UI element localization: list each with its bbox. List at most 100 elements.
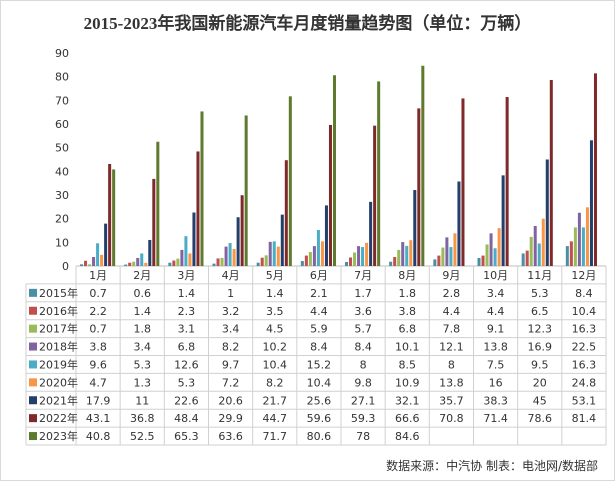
- table-cell: 6.8: [399, 323, 417, 336]
- table-cell: 43.1: [86, 412, 111, 425]
- legend-key-2017年: [29, 324, 37, 333]
- bar-2020年-12月: [585, 207, 589, 266]
- bar-2021年-8月: [413, 190, 417, 266]
- table-cell: 2.8: [443, 287, 461, 300]
- table-cell: 3.6: [354, 305, 372, 318]
- bar-2015年-6月: [300, 261, 304, 266]
- table-cell: 5.9: [310, 323, 328, 336]
- bar-2021年-10月: [501, 175, 505, 266]
- bar-2020年-6月: [320, 241, 324, 266]
- bar-2023年-5月: [288, 96, 292, 266]
- bar-2022年-9月: [461, 98, 465, 266]
- table-cell: 7.5: [487, 359, 505, 372]
- table-cell: 16.9: [528, 341, 553, 354]
- bar-2015年-2月: [124, 264, 128, 266]
- table-cell: 1: [227, 287, 234, 300]
- bar-2021年-2月: [148, 239, 152, 266]
- table-cell: 8.2: [266, 376, 284, 389]
- bar-2017年-5月: [264, 255, 268, 266]
- bar-2015年-3月: [168, 262, 172, 266]
- bar-2017年-12月: [573, 227, 577, 266]
- table-cell: 20: [533, 376, 547, 389]
- x-tick-label: 1月: [89, 269, 107, 282]
- bar-2017年-8月: [397, 249, 401, 266]
- table-cell: 1.4: [266, 287, 284, 300]
- bar-2016年-2月: [128, 262, 132, 266]
- legend-label: 2020年: [39, 375, 78, 389]
- bar-2021年-1月: [104, 223, 108, 266]
- table-cell: 44.7: [263, 412, 288, 425]
- bar-2015年-4月: [212, 263, 216, 266]
- bar-2021年-5月: [280, 214, 284, 266]
- bar-2017年-4月: [220, 257, 224, 266]
- bar-2018年-2月: [136, 257, 140, 266]
- table-cell: 27.1: [351, 394, 376, 407]
- x-tick-label: 3月: [177, 269, 195, 282]
- bar-2018年-5月: [268, 241, 272, 266]
- y-tick-label: 50: [55, 142, 69, 155]
- bar-2022年-8月: [417, 108, 421, 266]
- table-cell: 29.9: [218, 412, 243, 425]
- legend-key-2021年: [29, 396, 37, 405]
- bar-2018年-3月: [180, 249, 184, 266]
- table-cell: 38.3: [483, 394, 508, 407]
- bar-2019年-8月: [405, 245, 409, 266]
- bar-2019年-3月: [184, 236, 188, 266]
- legend-key-2016年: [29, 306, 37, 315]
- table-cell: 9.8: [354, 376, 372, 389]
- table-cell: 17.9: [86, 394, 111, 407]
- table-cell: 16: [489, 376, 503, 389]
- bar-2015年-1月: [80, 264, 84, 266]
- table-cell: 3.4: [487, 287, 505, 300]
- legend-label: 2016年: [39, 304, 78, 318]
- bar-2021年-9月: [457, 181, 461, 266]
- bar-2016年-7月: [349, 257, 353, 266]
- bar-2019年-12月: [581, 227, 585, 266]
- y-tick-label: 30: [55, 189, 69, 202]
- bar-2018年-9月: [445, 237, 449, 266]
- table-cell: 80.6: [307, 430, 332, 443]
- y-tick-label: 70: [55, 94, 69, 107]
- bar-2019年-5月: [272, 241, 276, 266]
- bar-2017年-3月: [176, 258, 180, 266]
- table-cell: 4.4: [310, 305, 328, 318]
- bar-2016年-8月: [393, 257, 397, 266]
- bar-2017年-1月: [88, 264, 92, 266]
- bar-2015年-10月: [477, 257, 481, 266]
- table-cell: 10.4: [572, 305, 597, 318]
- bar-2022年-1月: [108, 163, 112, 266]
- bar-2018年-12月: [577, 212, 581, 266]
- x-tick-label: 2月: [133, 269, 151, 282]
- table-cell: 4.4: [487, 305, 505, 318]
- table-cell: 12.6: [174, 359, 199, 372]
- bar-2016年-5月: [260, 257, 264, 266]
- table-cell: 9.5: [531, 359, 549, 372]
- table-cell: 81.4: [572, 412, 597, 425]
- bar-2019年-9月: [449, 247, 453, 266]
- table-cell: 12.1: [439, 341, 464, 354]
- bar-2018年-8月: [401, 242, 405, 266]
- bar-2020年-5月: [276, 246, 280, 266]
- bar-2016年-4月: [216, 258, 220, 266]
- table-cell: 13.8: [483, 341, 508, 354]
- bar-2016年-10月: [481, 255, 485, 266]
- bar-2022年-12月: [593, 73, 597, 266]
- table-cell: 9.1: [487, 323, 505, 336]
- table-cell: 84.6: [395, 430, 420, 443]
- y-tick-label: 80: [55, 71, 69, 84]
- table-cell: 3.5: [266, 305, 284, 318]
- bar-2022年-3月: [196, 151, 200, 266]
- bar-2017年-10月: [485, 244, 489, 266]
- table-cell: 8.2: [222, 341, 240, 354]
- table-cell: 3.1: [178, 323, 196, 336]
- table-cell: 48.4: [174, 412, 199, 425]
- bar-2018年-6月: [312, 246, 316, 266]
- bar-2021年-12月: [589, 140, 593, 266]
- table-cell: 6.5: [531, 305, 549, 318]
- table-cell: 2.1: [310, 287, 328, 300]
- bar-2018年-4月: [224, 246, 228, 266]
- bar-2022年-7月: [373, 125, 377, 266]
- bar-2021年-4月: [236, 217, 240, 266]
